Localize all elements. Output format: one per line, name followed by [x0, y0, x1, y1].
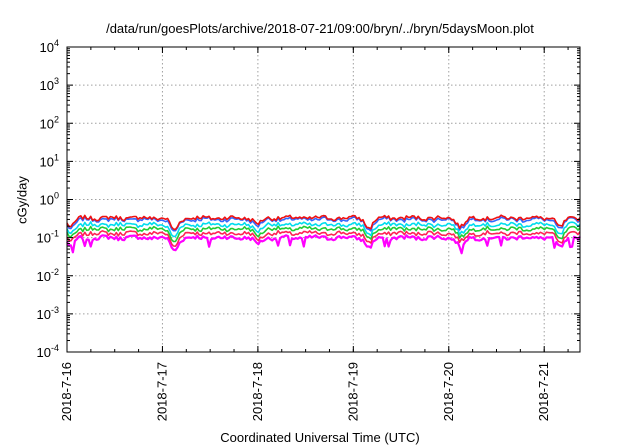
plot-frame: [66, 46, 581, 353]
series-line: [66, 234, 581, 255]
series-line: [66, 225, 581, 243]
series-line: [66, 221, 581, 238]
y-tick-label: 101: [40, 152, 59, 169]
y-tick-label: 103: [40, 76, 59, 93]
x-tick-label: 2018-7-19: [345, 362, 360, 421]
y-tick-label: 10-2: [37, 267, 59, 284]
y-tick-label: 10-3: [37, 305, 59, 322]
y-tick-label: 10-1: [37, 229, 59, 246]
chart-title: /data/run/goesPlots/archive/2018-07-21/0…: [106, 21, 534, 36]
x-tick-label: 2018-7-21: [536, 362, 551, 421]
y-tick-label: 100: [40, 191, 59, 208]
x-axis-label: Coordinated Universal Time (UTC): [220, 430, 420, 445]
y-tick-label: 102: [40, 114, 59, 131]
series-line: [66, 229, 581, 247]
y-axis-label-text: cGy/day: [14, 176, 30, 224]
series-line: [66, 214, 581, 231]
x-tick-label: 2018-7-20: [441, 362, 456, 421]
grid-layer: [66, 47, 580, 352]
x-tick-label: 2018-7-17: [154, 362, 169, 421]
y-tick-label: 104: [40, 38, 59, 55]
axes-layer: 10-4 10-3 10-2 10-1 100 101 102 103 104 2018-7-16…: [37, 38, 581, 421]
y-tick-label: 10-4: [37, 343, 59, 360]
x-tick-label: 2018-7-18: [250, 362, 265, 421]
series-layer: [66, 214, 581, 255]
x-tick-label: 2018-7-16: [59, 362, 74, 421]
